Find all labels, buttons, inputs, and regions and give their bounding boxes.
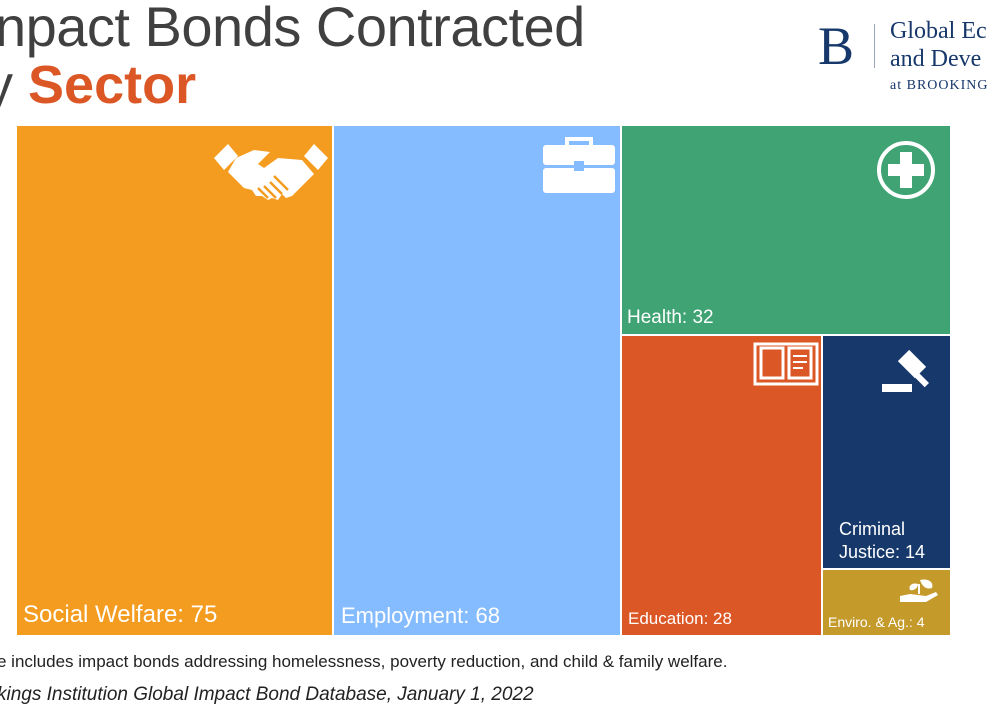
cell-education: Education: 28 [622, 336, 821, 635]
subtitle-highlight: Sector [28, 55, 197, 115]
medical-cross-icon [877, 141, 935, 199]
handshake-icon [214, 144, 328, 200]
briefcase-icon [543, 137, 615, 193]
cell-social-welfare: Social Welfare: 75 [17, 126, 332, 635]
subtitle-prefix: y [0, 55, 13, 115]
label-enviro-ag: Enviro. & Ag.: 4 [828, 614, 925, 630]
label-education: Education: 28 [628, 609, 732, 628]
label-social-welfare: Social Welfare: 75 [23, 601, 218, 628]
label-health: Health: 32 [627, 307, 714, 328]
logo-line2: and Deve [890, 46, 982, 72]
gavel-icon [882, 350, 929, 392]
label-criminal-justice-line1: Criminal [839, 519, 906, 539]
logo-line3: at BROOKING [890, 78, 989, 93]
cell-enviro-ag: Enviro. & Ag.: 4 [823, 570, 950, 635]
chart-title: npact Bonds Contracted [0, 0, 585, 58]
label-criminal-justice-line2: Justice: 14 [839, 542, 926, 562]
cell-employment: Employment: 68 [334, 126, 620, 635]
chart-subtitle: y Sector [0, 54, 196, 116]
cell-criminal-justice: Criminal Justice: 14 [823, 336, 950, 568]
brookings-logo: B Global Ec and Deve at BROOKING [818, 18, 1000, 98]
logo-letter: B [818, 16, 855, 76]
logo-line1: Global Ec [890, 18, 987, 44]
footnote: e includes impact bonds addressing homel… [0, 652, 728, 671]
plant-hand-icon [900, 579, 938, 602]
label-employment: Employment: 68 [341, 603, 500, 628]
source-note: kings Institution Global Impact Bond Dat… [0, 684, 534, 705]
logo-divider [874, 24, 875, 68]
cell-health: Health: 32 [622, 126, 950, 334]
book-icon [753, 342, 819, 386]
